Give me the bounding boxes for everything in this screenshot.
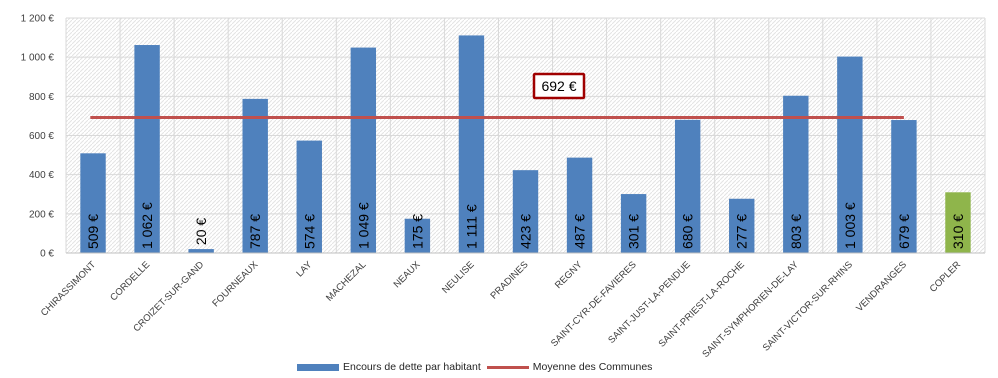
legend: Encours de dette par habitant Moyenne de… xyxy=(297,359,658,375)
x-tick-label: VENDRANGES xyxy=(854,259,909,314)
average-value-label: 692 € xyxy=(541,78,576,94)
bar xyxy=(783,95,809,253)
bar-data-label: 310 € xyxy=(950,214,966,249)
bar xyxy=(729,198,755,253)
average-line-series: 692 € xyxy=(90,72,904,119)
x-tick-label: NEAUX xyxy=(392,259,423,290)
bar-data-label: 803 € xyxy=(788,214,804,249)
bar-data-label: 1 062 € xyxy=(139,202,155,249)
legend-item-bars: Encours de dette par habitant xyxy=(297,361,481,373)
x-tick-label: LAY xyxy=(294,259,314,279)
bar xyxy=(891,120,917,253)
bar xyxy=(242,98,268,253)
bar xyxy=(350,47,377,254)
x-tick-label: PRADINES xyxy=(488,259,530,301)
bar-data-labels: 509 € 1 062 € 20 € 787 € 574 € 1 049 € 175 € 1 … xyxy=(85,202,966,249)
y-tick-label: 600 € xyxy=(29,131,54,142)
y-tick-label: 400 € xyxy=(29,170,54,181)
x-tick-label: COPLER xyxy=(928,259,964,295)
y-tick-label: 1 200 € xyxy=(21,14,55,25)
legend-swatch-bar xyxy=(297,363,339,371)
x-tick-label: FOURNEAUX xyxy=(210,259,260,309)
bar-data-label: 680 € xyxy=(680,214,696,249)
bar-data-label: 574 € xyxy=(301,214,317,249)
bar-data-label: 301 € xyxy=(626,214,642,249)
x-tick-label: CORDELLE xyxy=(108,259,152,303)
bar-data-label: 787 € xyxy=(247,214,263,249)
y-tick-label: 800 € xyxy=(29,92,54,103)
bar xyxy=(134,45,160,254)
bar-data-label: 1 003 € xyxy=(842,202,858,249)
x-tick-label: REGNY xyxy=(553,259,585,291)
bar-data-label: 487 € xyxy=(572,214,588,249)
bar xyxy=(945,192,971,253)
average-value-box xyxy=(532,72,586,100)
y-tick-label: 0 € xyxy=(40,249,54,260)
y-axis: 0 € 200 € 400 € 600 € 800 € 1 000 € 1 200 € xyxy=(21,14,55,260)
bar-data-label: 175 € xyxy=(409,214,425,249)
bar xyxy=(620,194,647,253)
bar-data-label: 20 € xyxy=(193,218,209,245)
legend-swatch-line xyxy=(486,365,529,369)
bar-data-label: 679 € xyxy=(896,214,912,249)
legend-item-line: Moyenne des Communes xyxy=(486,361,653,373)
bar xyxy=(188,249,214,253)
bar xyxy=(296,140,322,253)
x-tick-label: SAINT-VICTOR-SUR-RHINS xyxy=(761,259,855,353)
legend-label-line: Moyenne des Communes xyxy=(532,361,653,373)
bar-data-label: 277 € xyxy=(734,214,750,249)
x-tick-label: CHIRASSIMONT xyxy=(39,259,98,318)
bar xyxy=(837,56,863,254)
legend-label-bars: Encours de dette par habitant xyxy=(343,361,481,373)
x-tick-label: NEULISE xyxy=(440,259,477,296)
bar xyxy=(404,218,431,253)
bar-data-label: 1 049 € xyxy=(355,202,371,249)
bar xyxy=(458,35,485,253)
bar xyxy=(80,153,106,253)
y-tick-label: 1 000 € xyxy=(21,53,55,64)
bar-data-label: 509 € xyxy=(85,214,101,249)
bar-series xyxy=(80,35,971,254)
bar xyxy=(512,170,539,253)
bar-data-label: 1 111 € xyxy=(463,204,479,249)
bar xyxy=(674,119,701,253)
y-tick-label: 200 € xyxy=(29,209,54,220)
bar xyxy=(566,157,593,253)
x-tick-label: MACHEZAL xyxy=(324,259,368,303)
bar-data-label: 423 € xyxy=(518,214,534,249)
x-tick-label: SAINT-SYMPHORIEN-DE-LAY xyxy=(700,259,801,360)
